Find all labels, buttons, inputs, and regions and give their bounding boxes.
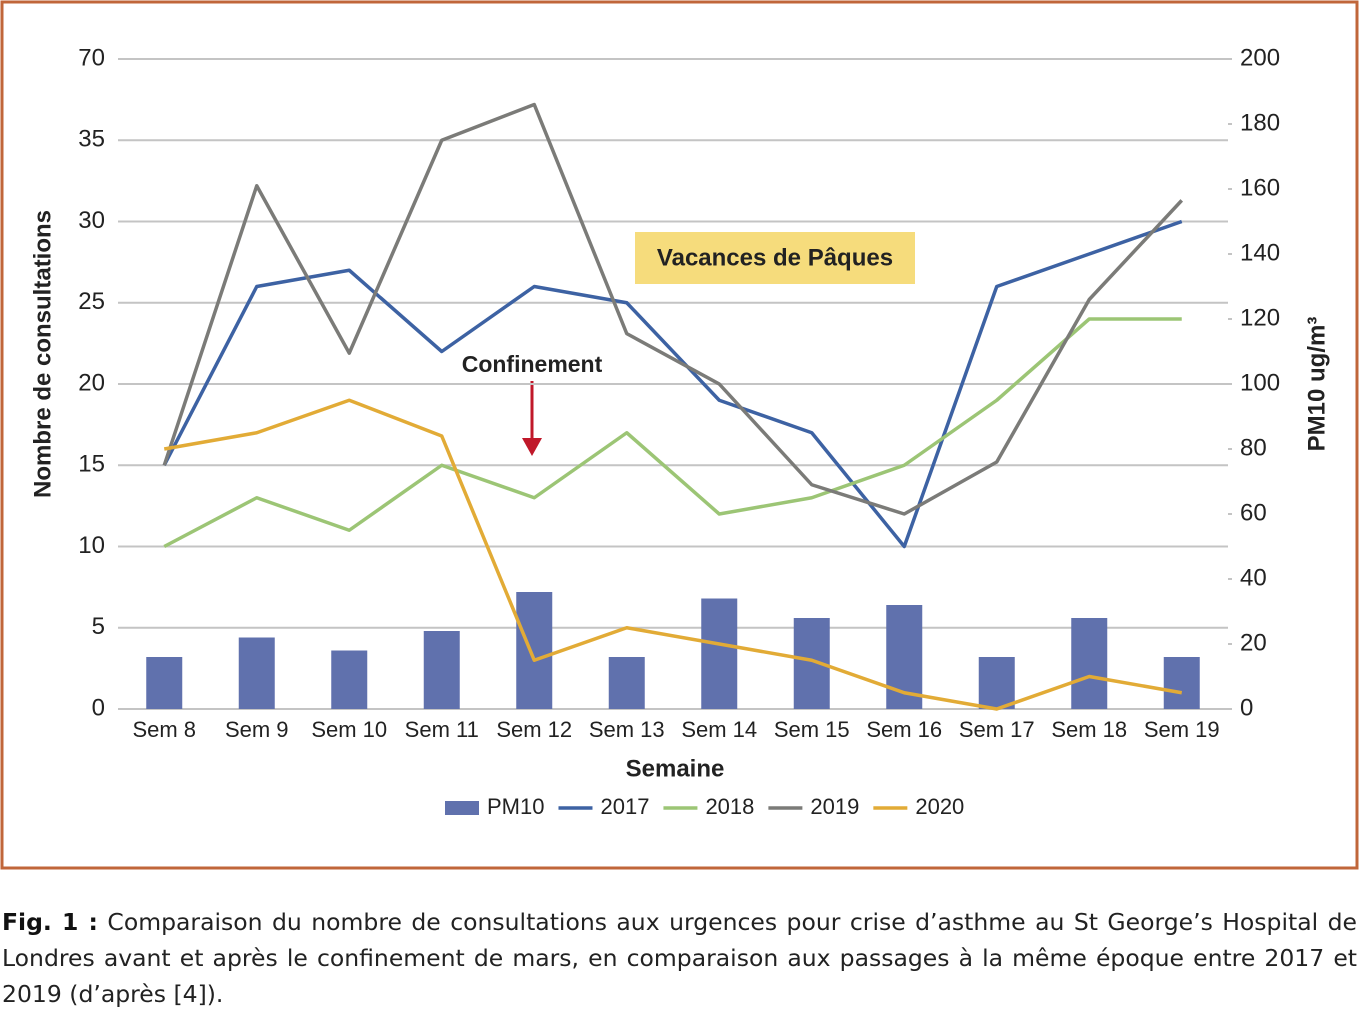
y-axis-title: Nombre de consultations xyxy=(29,210,56,498)
caption-text: Comparaison du nombre de consultations a… xyxy=(2,908,1357,1008)
y2-tick-label: 160 xyxy=(1240,174,1280,201)
x-axis-title: Semaine xyxy=(626,755,725,782)
legend-swatch xyxy=(445,801,479,815)
x-tick-label: Sem 11 xyxy=(405,717,479,742)
annotation-box xyxy=(635,232,915,284)
y2-tick-label: 100 xyxy=(1240,369,1280,396)
line xyxy=(162,102,1184,516)
arrow-head xyxy=(522,438,542,456)
legend-label: PM10 xyxy=(487,794,544,819)
y-tick-label: 25 xyxy=(78,288,105,315)
x-tick-label: Sem 13 xyxy=(589,717,665,742)
y-tick-label: 70 xyxy=(78,44,105,71)
legend-label: 2020 xyxy=(915,794,964,819)
y-tick-label: 10 xyxy=(78,532,105,559)
bar xyxy=(608,657,645,709)
bar xyxy=(1071,618,1108,709)
caption: Fig. 1 : Comparaison du nombre de consul… xyxy=(2,904,1357,1012)
x-tick-label: Sem 12 xyxy=(496,717,572,742)
bar xyxy=(238,637,275,709)
y2-tick-label: 40 xyxy=(1240,564,1267,591)
bar xyxy=(516,592,553,709)
x-tick-label: Sem 15 xyxy=(774,717,850,742)
line xyxy=(163,317,1182,549)
y-tick-label: 35 xyxy=(78,126,105,153)
y2-tick-label: 180 xyxy=(1240,109,1280,136)
legend-label: 2017 xyxy=(600,794,649,819)
x-tick-label: Sem 19 xyxy=(1144,717,1220,742)
x-tick-label: Sem 9 xyxy=(225,717,289,742)
bar xyxy=(1163,657,1200,709)
bar xyxy=(978,657,1015,709)
y2-tick-label: 140 xyxy=(1240,239,1280,266)
x-tick-label: Sem 10 xyxy=(311,717,387,742)
bar xyxy=(331,650,368,709)
chart-border xyxy=(0,0,1359,870)
y2-axis-title: PM10 ug/m³ xyxy=(1303,317,1330,452)
y2-tick-label: 20 xyxy=(1240,629,1267,656)
y-tick-label: 30 xyxy=(78,207,105,234)
line xyxy=(163,398,1183,711)
bar xyxy=(701,598,738,709)
legend-label: 2019 xyxy=(810,794,859,819)
bar xyxy=(146,657,183,709)
x-tick-label: Sem 17 xyxy=(959,717,1035,742)
y-tick-label: 15 xyxy=(78,451,105,478)
annotation: Confinement xyxy=(462,351,603,377)
caption-label: Fig. 1 : xyxy=(2,908,98,936)
x-tick-label: Sem 16 xyxy=(866,717,942,742)
y2-tick-label: 80 xyxy=(1240,434,1267,461)
bar xyxy=(423,631,460,709)
y-tick-label: 5 xyxy=(92,613,105,640)
y2-tick-label: 200 xyxy=(1240,44,1280,71)
y-tick-label: 0 xyxy=(92,694,105,721)
legend-label: 2018 xyxy=(705,794,754,819)
y2-tick-label: 60 xyxy=(1240,499,1267,526)
annotation: Vacances de Pâques xyxy=(657,244,893,271)
x-tick-label: Sem 14 xyxy=(681,717,757,742)
x-tick-label: Sem 18 xyxy=(1051,717,1127,742)
y2-tick-label: 0 xyxy=(1240,694,1253,721)
line xyxy=(162,219,1183,549)
x-tick-label: Sem 8 xyxy=(132,717,196,742)
y-tick-label: 20 xyxy=(78,369,105,396)
y2-tick-label: 120 xyxy=(1240,304,1280,331)
